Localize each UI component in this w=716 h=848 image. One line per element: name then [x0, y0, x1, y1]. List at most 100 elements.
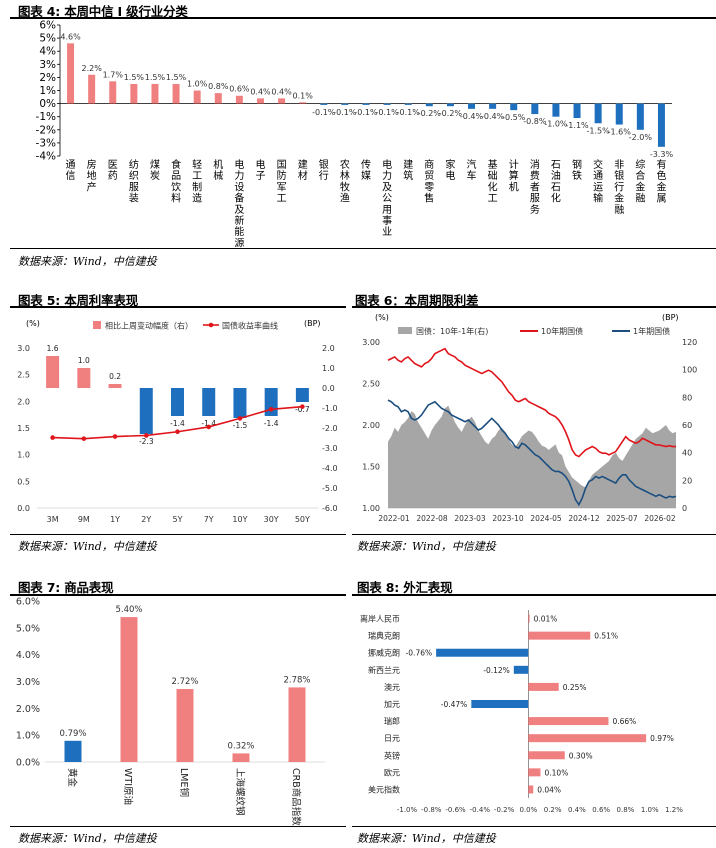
chart4-y-tick: 0% [39, 98, 56, 110]
chart4-x-label-char: 融 [614, 204, 624, 216]
chart5-legend-marker [208, 322, 214, 328]
chart4-x-label-char: 银 [614, 169, 624, 182]
chart5-left-tick: 0.0 [17, 504, 30, 513]
chart4-x-label-char: 林 [340, 169, 350, 182]
chart4-x-label-char: 轻 [192, 158, 202, 171]
chart4-x-label-char: 油 [551, 169, 561, 182]
chart5-bar-label: -1.4 [201, 419, 216, 428]
chart4-x-label-char: 行 [319, 169, 329, 182]
chart4-y-tick: 2% [39, 72, 56, 84]
chart4-x-label-char: 地 [87, 169, 97, 182]
chart4-bar-label: 2.2% [81, 64, 102, 73]
chart4-bar-label: -1.6% [608, 128, 632, 137]
chart4-x-label-char: 交 [593, 158, 603, 171]
chart4-x-label-char: 电 [445, 169, 455, 182]
chart7-x-label: 上海螺纹钢 [234, 768, 246, 816]
chart8-x-tick: 0.0% [519, 806, 537, 814]
chart4-bar-label: 0.1% [293, 91, 314, 100]
chart4-y-tick: 1% [39, 85, 56, 97]
chart5-left-tick: 2.0 [17, 397, 30, 406]
chart4-x-label-char: 属 [656, 193, 666, 205]
chart6-legend-label: 1年期国债 [633, 326, 670, 336]
chart7-y-tick: 1.0% [16, 731, 40, 742]
chart4-x-label-char: 务 [530, 203, 540, 216]
chart4-x-label-char: 贸 [424, 170, 434, 182]
chart8-x-tick: 1.0% [641, 806, 659, 814]
chart4-bar [214, 93, 222, 104]
chart4-x-label-char: 设 [234, 181, 244, 193]
chart4-bar-label: -0.5% [502, 113, 526, 122]
chart7-bar-label: 2.72% [171, 677, 198, 687]
chart4-x-label-char: 行 [614, 180, 624, 193]
chart5-right-unit: (BP) [304, 319, 321, 328]
chart5-bar-label: 1.0 [78, 356, 90, 365]
chart6-legend-label: 国债：10年-1年(右) [416, 326, 488, 336]
chart8-bar-label: 0.51% [594, 632, 618, 641]
chart4-x-label-char: 金 [656, 180, 666, 193]
chart8-title: 图表 8: 外汇表现 [357, 580, 453, 595]
chart4-y-tick: 5% [39, 33, 56, 45]
chart4-y-tick: -2% [36, 124, 56, 136]
chart5-bar-label: -1.5 [233, 421, 248, 430]
chart7-bar [288, 687, 306, 762]
chart4-x-label-char: 化 [488, 180, 498, 193]
chart8-x-tick: 1.2% [665, 806, 683, 814]
chart4-bar-label: -0.1% [333, 108, 357, 117]
chart4-x-label-char: 房 [87, 158, 97, 171]
chart6-left-tick: 2.50 [362, 380, 380, 389]
chart4-svg: -4%-3%-2%-1%0%1%2%3%4%5%6%4.6%通信2.2%房地产1… [36, 20, 674, 250]
chart4-y-tick: -3% [36, 137, 56, 149]
chart8-bar-label: 0.10% [545, 768, 569, 777]
chart4-x-label-char: 子 [255, 170, 265, 182]
chart4-x-label-char: 械 [213, 169, 223, 182]
chart4-x-label-char: 输 [593, 192, 603, 205]
chart4-bar-label: 0.6% [229, 85, 250, 94]
chart4-bar-label: -0.4% [460, 112, 484, 121]
chart5-left-tick: 0.5 [17, 477, 30, 486]
chart4-x-label-char: 车 [467, 169, 477, 182]
chart4-x-label-char: 工 [277, 194, 287, 205]
chart4-bar-label: -0.4% [481, 112, 505, 121]
chart4-bottom-rule [10, 248, 716, 249]
chart4-bar-label: 4.6% [60, 32, 81, 41]
chart8-category-label: 新西兰元 [368, 665, 400, 675]
chart4-bar [425, 103, 433, 107]
chart6-bottom-rule [352, 534, 716, 535]
chart4-x-label-char: 非 [614, 159, 624, 171]
chart8-top-rule [352, 594, 716, 596]
chart4-bar [615, 103, 623, 125]
chart5-bar [139, 388, 153, 434]
chart4-bar [88, 74, 96, 104]
chart6-top-rule [352, 306, 716, 308]
chart6-x-tick: 2023-03 [454, 514, 486, 523]
chart4-x-label-char: 料 [171, 192, 181, 205]
chart7-x-label: CRB商品指数 [290, 768, 302, 826]
chart8-bar-label: 0.04% [537, 785, 561, 794]
chart5-x-tick: 3M [47, 515, 59, 524]
chart4-bar [151, 83, 159, 104]
chart4-top-rule [10, 17, 716, 19]
chart6-x-tick: 2026-02 [644, 514, 676, 523]
chart5-legend-label: 国债收益率曲线 [222, 321, 278, 331]
chart4-x-label-char: 家 [445, 158, 455, 171]
chart4-bar-label: -2.0% [629, 133, 653, 142]
chart6-x-tick: 2025-07 [606, 514, 638, 523]
chart4-x-label-char: 造 [192, 192, 202, 205]
chart4-bar [531, 103, 539, 115]
chart4-x-label-char: 炭 [150, 170, 160, 182]
chart6-x-tick: 2024-12 [568, 514, 600, 523]
chart6-right-tick: 0 [682, 504, 687, 513]
chart7-y-tick: 4.0% [16, 650, 40, 661]
chart5-yield-point [143, 433, 149, 438]
chart4-x-label-char: 力 [234, 169, 244, 182]
chart7-title: 图表 7: 商品表现 [18, 580, 114, 595]
chart8-bar [513, 665, 529, 674]
chart7-svg: 0.0% 1.0% 2.0% 3.0% 4.0% 5.0% 6.0% 0.79% 黄金 5.40%… [16, 597, 325, 826]
chart4-bar [636, 103, 644, 130]
chart4-x-label-char: 汽 [467, 158, 477, 171]
chart6-x-tick: 2022-01 [378, 514, 410, 523]
chart7-bar-label: 5.40% [115, 605, 142, 615]
chart4-x-label-char: 机 [509, 180, 519, 193]
chart5-x-tick: 1Y [110, 515, 120, 524]
chart4-x-label-char: 金 [635, 180, 645, 193]
